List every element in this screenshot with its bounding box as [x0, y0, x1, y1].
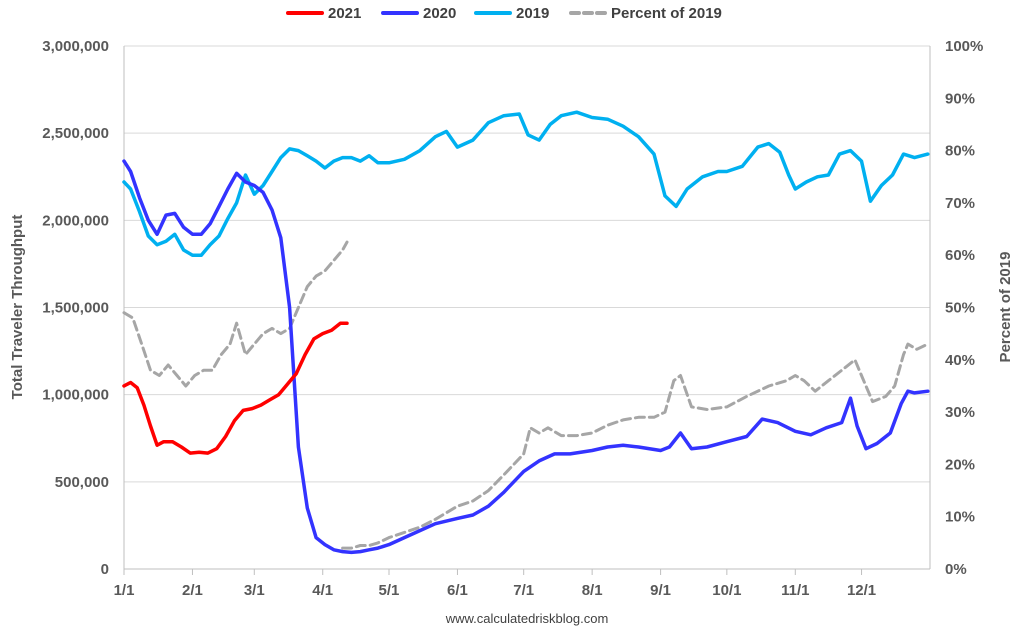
- x-tick-label: 7/1: [513, 582, 534, 599]
- series-line-2020: [122, 159, 930, 555]
- series-line-percent-of-2019: [122, 240, 349, 388]
- y-right-tick-label: 70%: [945, 195, 975, 212]
- y-axis-title: Total Traveler Throughput: [9, 215, 26, 400]
- y-tick-label: 2,500,000: [42, 125, 109, 142]
- series-line-2021: [122, 321, 349, 455]
- y-tick-label: 500,000: [55, 474, 109, 491]
- x-tick-label: 10/1: [712, 582, 741, 599]
- series-lines: [122, 110, 930, 555]
- x-tick-label: 4/1: [312, 582, 333, 599]
- y-tick-label: 0: [101, 561, 109, 578]
- legend-label: 2021: [328, 5, 361, 22]
- y-right-tick-label: 50%: [945, 300, 975, 317]
- x-tick-label: 12/1: [847, 582, 876, 599]
- y-right-tick-label: 60%: [945, 247, 975, 264]
- y-right-tick-label: 40%: [945, 352, 975, 369]
- legend-label: 2019: [516, 5, 549, 22]
- x-tick-label: 5/1: [379, 582, 400, 599]
- y-axis-right-title: Percent of 2019: [997, 252, 1014, 363]
- x-tick-label: 3/1: [244, 582, 265, 599]
- legend-label: Percent of 2019: [611, 5, 722, 22]
- y-right-tick-label: 20%: [945, 456, 975, 473]
- source-credit: www.calculatedriskblog.com: [445, 611, 609, 626]
- x-tick-label: 2/1: [182, 582, 203, 599]
- y-tick-label: 2,000,000: [42, 212, 109, 229]
- y-tick-label: 1,000,000: [42, 387, 109, 404]
- gridlines: [124, 45, 930, 483]
- y-tick-label: 1,500,000: [42, 300, 109, 317]
- x-tick-label: 6/1: [447, 582, 468, 599]
- y-right-tick-label: 0%: [945, 561, 967, 578]
- y-right-tick-label: 80%: [945, 143, 975, 160]
- series-line-percent-of-2019-2020: [341, 342, 930, 550]
- y-right-tick-label: 100%: [945, 38, 983, 55]
- x-tick-label: 9/1: [650, 582, 671, 599]
- y-right-tick-label: 30%: [945, 404, 975, 421]
- x-tick-label: 1/1: [114, 582, 135, 599]
- y-right-tick-label: 10%: [945, 509, 975, 526]
- series-line-2019: [122, 110, 930, 257]
- x-tick-label: 11/1: [781, 582, 809, 599]
- y-tick-label: 3,000,000: [42, 38, 109, 55]
- legend-label: 2020: [423, 5, 456, 22]
- x-tick-label: 8/1: [582, 582, 603, 599]
- y-right-tick-label: 90%: [945, 90, 975, 107]
- axes: 0 500,000 1,000,000 1,500,000 2,000,000 2,500…: [42, 38, 983, 599]
- legend: 2021 2020 2019 Percent of 2019: [286, 5, 722, 22]
